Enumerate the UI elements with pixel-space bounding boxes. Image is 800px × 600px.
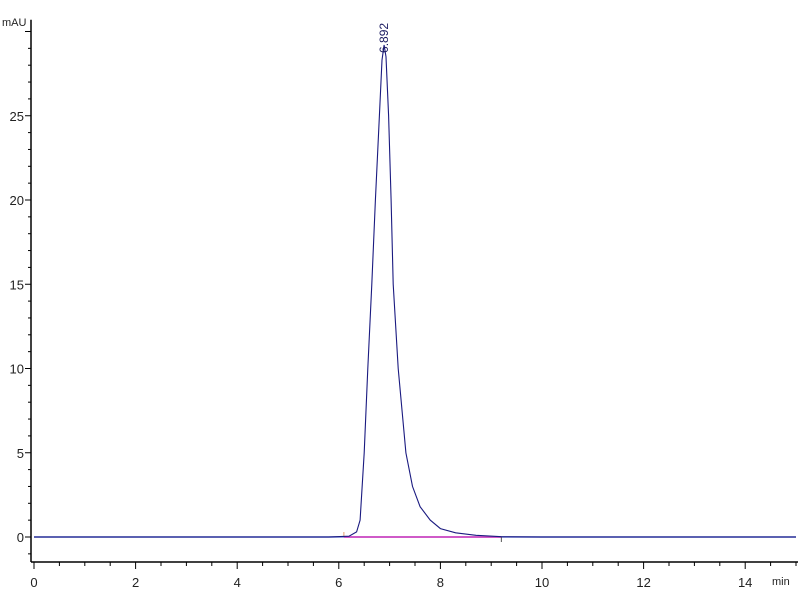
x-tick-label: 4 bbox=[234, 575, 241, 590]
axes: 0 5 10 15 20 25 0 2 4 6 8 10 12 14 bbox=[10, 19, 798, 590]
y-tick-label: 20 bbox=[10, 193, 24, 208]
y-tick-label: 0 bbox=[17, 530, 24, 545]
signal-trace bbox=[34, 44, 796, 538]
y-axis-label: mAU bbox=[2, 17, 27, 29]
plot-area: 6.892 bbox=[34, 23, 796, 542]
x-tick-label: 2 bbox=[132, 575, 139, 590]
x-tick-label: 0 bbox=[30, 575, 37, 590]
peak-retention-time-label: 6.892 bbox=[377, 23, 391, 53]
x-tick-label: 14 bbox=[738, 575, 752, 590]
x-tick-label: 8 bbox=[437, 575, 444, 590]
x-axis-label: min bbox=[772, 576, 790, 588]
y-tick-label: 5 bbox=[17, 446, 24, 461]
x-tick-label: 12 bbox=[636, 575, 650, 590]
y-tick-label: 10 bbox=[10, 362, 24, 377]
y-tick-label: 25 bbox=[10, 109, 24, 124]
y-tick-label: 15 bbox=[10, 277, 24, 292]
x-tick-label: 6 bbox=[335, 575, 342, 590]
x-tick-label: 10 bbox=[535, 575, 549, 590]
